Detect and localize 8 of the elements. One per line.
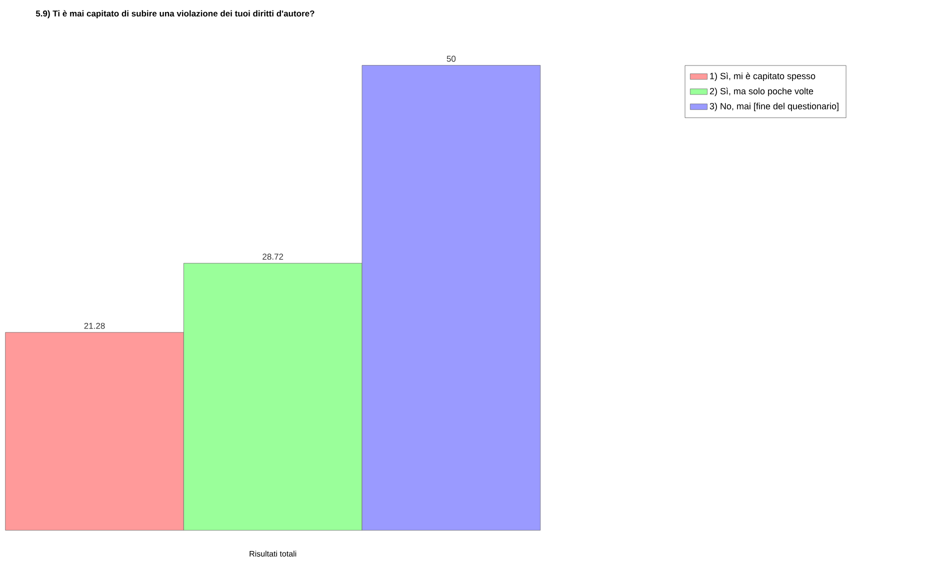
data-label: 21.28: [84, 322, 105, 329]
chart-title: 5.9) Ti è mai capitato di subire una violazione dei tuoi diritti d'autore?: [36, 10, 314, 18]
legend-label: 3) No, mai [fine del questionario]: [710, 102, 838, 112]
legend-label: 1) Sì, mi è capitato spesso: [710, 72, 816, 81]
data-label: 28.72: [262, 254, 284, 260]
x-axis-title: Risultati totali: [250, 550, 296, 557]
data-label: 50: [446, 56, 456, 62]
legend-label: 2) Sì, ma solo poche volte: [710, 88, 814, 96]
